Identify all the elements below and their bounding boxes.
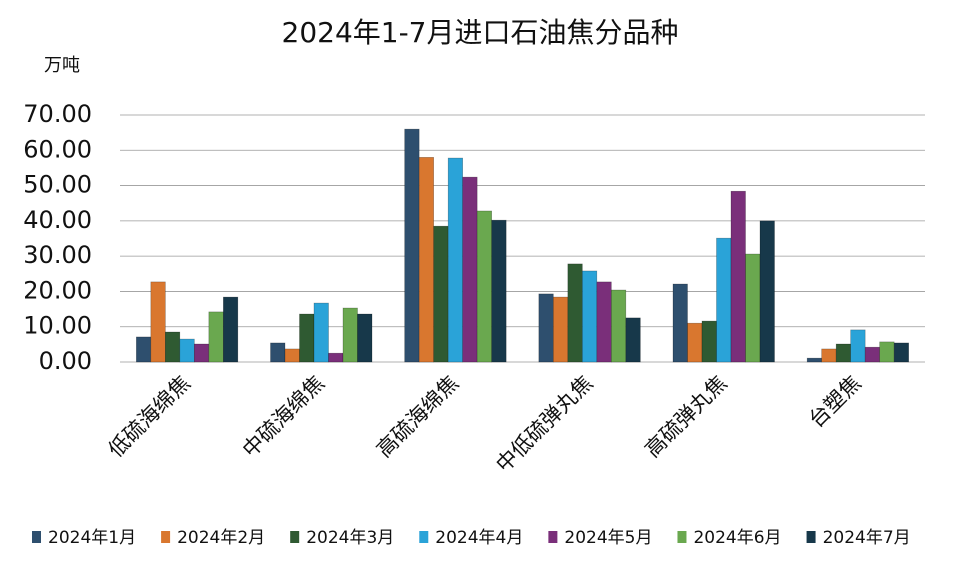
legend-label: 2024年6月 [693, 528, 781, 548]
bar [879, 341, 895, 363]
legend-swatch [32, 531, 41, 543]
legend-label: 2024年3月 [306, 528, 394, 548]
legend-label: 2024年7月 [823, 528, 911, 548]
legend-swatch [290, 531, 300, 543]
bar [864, 346, 880, 363]
x-tick-label: 中低硫弹丸焦 [491, 371, 597, 477]
bar [165, 331, 181, 363]
bar [821, 348, 837, 363]
bar [553, 296, 569, 363]
bar [611, 289, 627, 363]
legend-label: 2024年1月 [48, 528, 136, 548]
chart-title: 2024年1-7月进口石油焦分品种 [282, 16, 679, 49]
y-tick-label: 40.00 [23, 206, 92, 234]
bar [270, 342, 286, 363]
y-tick-label: 30.00 [23, 241, 92, 269]
bar [759, 220, 775, 363]
bar [476, 210, 492, 363]
bar [223, 296, 239, 363]
bar [806, 357, 822, 363]
legend-label: 2024年5月 [564, 528, 652, 548]
legend-swatch [548, 531, 558, 543]
y-tick-label: 60.00 [23, 135, 92, 163]
bar [687, 322, 703, 363]
bar [745, 253, 761, 363]
y-tick-label: 50.00 [23, 171, 92, 199]
bar [357, 313, 373, 363]
x-tick-label: 中硫海绵焦 [238, 371, 329, 462]
x-tick-label: 高硫海绵焦 [372, 371, 463, 462]
y-tick-label: 70.00 [23, 100, 92, 128]
bar [284, 348, 300, 363]
bar [418, 157, 434, 363]
legend-swatch [161, 531, 171, 543]
legend-swatch [677, 531, 687, 543]
bar [625, 317, 641, 363]
y-tick-label: 20.00 [23, 276, 92, 304]
y-axis-label: 万吨 [44, 55, 80, 76]
bar [136, 336, 152, 363]
y-tick-label: 0.00 [39, 347, 92, 375]
bar [672, 283, 688, 363]
bar [179, 338, 195, 363]
bar [194, 343, 210, 363]
bar [447, 157, 463, 363]
bar [701, 320, 717, 363]
x-tick-label: 高硫弹丸焦 [640, 371, 731, 462]
bar [462, 176, 478, 363]
legend-label: 2024年4月 [435, 528, 523, 548]
legend-swatch [806, 531, 816, 543]
bar [596, 281, 612, 363]
bar [582, 270, 598, 363]
legend-label: 2024年2月 [177, 528, 265, 548]
x-tick-label: 低硫海绵焦 [104, 371, 195, 462]
bar [208, 311, 224, 363]
y-tick-label: 10.00 [23, 312, 92, 340]
bar [313, 302, 329, 363]
bar [491, 219, 507, 363]
bar [730, 190, 746, 363]
bar [538, 293, 554, 363]
bar [850, 329, 866, 363]
bar [893, 342, 909, 363]
bar [716, 237, 732, 363]
bar [328, 352, 344, 363]
bar [342, 307, 358, 363]
bar [150, 281, 166, 363]
x-tick-label: 台塑焦 [804, 371, 866, 433]
legend-swatch [419, 531, 429, 543]
bar [433, 225, 449, 363]
bar [299, 313, 315, 363]
bar [567, 263, 583, 363]
bar [404, 128, 420, 363]
bar [835, 343, 851, 363]
